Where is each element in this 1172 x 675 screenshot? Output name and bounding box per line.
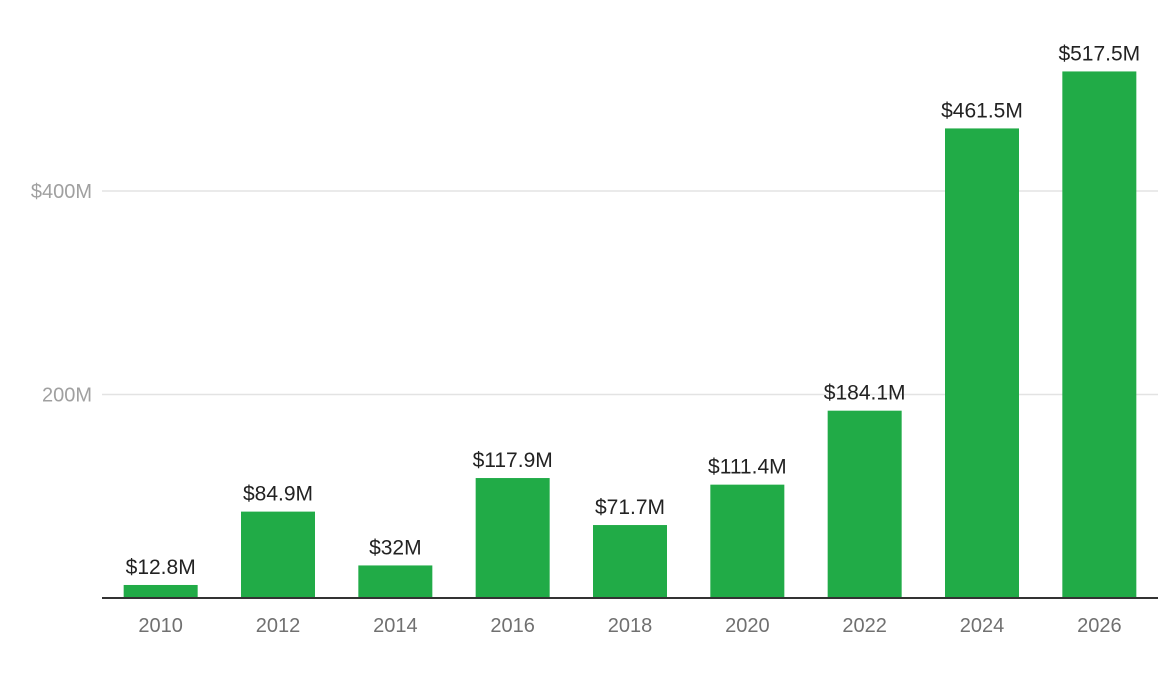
data-label-2018: $71.7M [595, 496, 665, 519]
y-axis: 200M $400M [31, 181, 92, 407]
data-label-2026: $517.5M [1058, 42, 1140, 65]
data-label-2024: $461.5M [941, 99, 1023, 122]
y-tick-label: 200M [42, 385, 92, 407]
data-label-2020: $111.4M [708, 456, 787, 479]
x-tick-label-2026: 2026 [1077, 615, 1122, 637]
data-label-2016: $117.9M [473, 449, 553, 472]
bars [123, 71, 1137, 599]
data-label-2012: $84.9M [243, 483, 313, 506]
x-tick-label-2018: 2018 [608, 615, 653, 637]
data-label-2010: $12.8M [126, 556, 196, 579]
x-tick-label-2014: 2014 [373, 615, 418, 637]
data-label-2014: $32M [369, 536, 422, 559]
bar-2016 [475, 478, 550, 598]
x-tick-label-2016: 2016 [490, 615, 535, 637]
bar-2024 [945, 128, 1019, 598]
x-tick-label-2010: 2010 [138, 615, 183, 637]
bar-2010 [123, 584, 198, 598]
data-labels: $12.8M $84.9M $32M $117.9M $71.7M $111.4M $184… [126, 42, 1141, 579]
y-tick-label: $400M [31, 181, 92, 203]
data-label-2022: $184.1M [824, 382, 906, 405]
bar-2022 [827, 410, 902, 598]
bar-2020 [710, 484, 785, 598]
x-tick-label-2020: 2020 [725, 615, 770, 637]
bar-2026 [1062, 71, 1137, 599]
bar-2018 [593, 525, 667, 598]
bar-2012 [241, 511, 315, 598]
x-tick-label-2012: 2012 [256, 615, 301, 637]
x-axis: 2010 2012 2014 2016 2018 2020 2022 2024 2026 [138, 615, 1121, 637]
x-tick-label-2022: 2022 [842, 615, 887, 637]
bar-2014 [358, 565, 433, 598]
x-tick-label-2024: 2024 [960, 615, 1005, 637]
